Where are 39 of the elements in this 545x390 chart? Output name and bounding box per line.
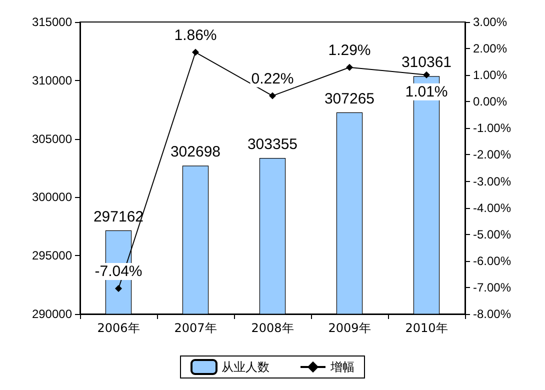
x-tick-label: 2007年 [174, 321, 217, 335]
x-tick-label: 2006年 [97, 321, 140, 335]
data-label: 302698 [170, 144, 221, 161]
y2-tick-label: -5.00% [473, 227, 512, 242]
legend-label: 增幅 [330, 360, 354, 374]
y2-tick-label: -2.00% [473, 148, 512, 162]
data-label: 0.22% [251, 70, 294, 88]
data-label: 1.29% [328, 42, 371, 59]
y2-tick-label: -7.00% [473, 280, 512, 294]
data-label: -7.04% [94, 263, 142, 280]
data-label: 1.86% [174, 26, 217, 44]
data-label: 310361 [401, 54, 452, 72]
y-tick-label: 310000 [32, 73, 72, 88]
y2-tick-label: 0.00% [473, 94, 508, 109]
point [192, 48, 199, 56]
point [423, 71, 430, 78]
y2-tick-label: 2.00% [473, 42, 508, 56]
x-tick-label: 2009年 [328, 321, 371, 335]
y2-tick-label: -6.00% [473, 254, 512, 268]
y2-tick-label: -8.00% [473, 307, 512, 321]
y-tick-label: 295000 [32, 248, 72, 263]
y-tick-label: 315000 [32, 15, 72, 29]
data-label: 303355 [247, 136, 298, 154]
legend-label: 从业人数 [222, 360, 270, 374]
y2-tick-label: 1.00% [473, 68, 508, 82]
y-tick-label: 305000 [32, 132, 72, 146]
y2-tick-label: -4.00% [473, 200, 512, 215]
y-tick-label: 290000 [32, 307, 72, 321]
point [269, 92, 276, 100]
data-label: 1.01% [405, 83, 448, 100]
y2-tick-label: -1.00% [473, 121, 512, 136]
data-label: 307265 [324, 90, 375, 108]
y2-tick-label: 3.00% [473, 15, 508, 29]
y2-tick-label: -3.00% [473, 174, 512, 188]
y-tick-label: 300000 [32, 190, 72, 204]
x-tick-label: 2010年 [405, 321, 448, 335]
point [346, 64, 353, 71]
x-tick-label: 2008年 [251, 321, 294, 335]
point [115, 285, 122, 292]
